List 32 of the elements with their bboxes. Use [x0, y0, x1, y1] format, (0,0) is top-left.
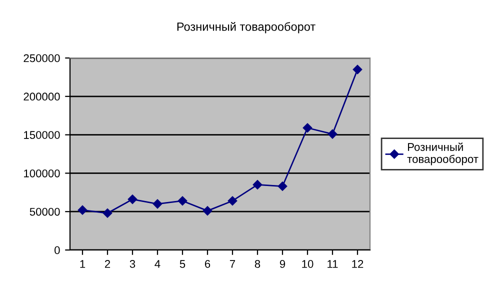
point [102, 208, 112, 218]
x-tick-label: 9 [280, 260, 286, 268]
point [352, 64, 362, 74]
x-tick-label: 3 [130, 260, 136, 268]
x-tick-label: 2 [104, 260, 110, 268]
x-tick-label: 12 [352, 260, 364, 268]
point [252, 180, 262, 190]
point [202, 206, 212, 216]
x-tick-label: 7 [230, 260, 236, 268]
x-tick-label: 1 [80, 260, 86, 268]
x-tick-label: 6 [204, 260, 210, 268]
x-tick-label: 11 [328, 260, 338, 268]
y-tick-label: 50000 [30, 208, 60, 216]
point [328, 129, 338, 139]
point [228, 196, 238, 206]
point [78, 205, 88, 215]
y-tick-label: 200000 [24, 92, 60, 101]
y-tick-label: 150000 [24, 131, 60, 139]
point [302, 123, 312, 133]
x-tick-label: 4 [154, 260, 160, 268]
x-tick-label: 5 [180, 260, 186, 268]
x-tick-label: 10 [302, 260, 314, 268]
y-tick-label: 100000 [24, 169, 60, 178]
chart-title: Розничный товарооборот [177, 22, 316, 34]
point [152, 199, 162, 209]
point [278, 182, 288, 191]
point [178, 196, 188, 206]
y-tick-label: 250000 [24, 54, 60, 62]
legend-label: Розничный товарооборот [407, 142, 478, 166]
y-tick-label: 0 [54, 246, 60, 254]
point [128, 194, 138, 204]
x-tick-label: 8 [254, 260, 260, 268]
